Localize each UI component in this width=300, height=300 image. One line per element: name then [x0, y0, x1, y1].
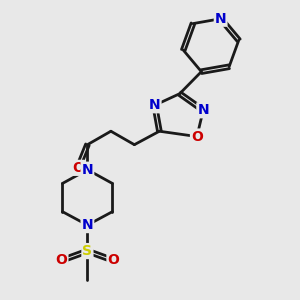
Text: O: O	[191, 130, 203, 143]
Text: N: N	[149, 98, 161, 112]
Text: N: N	[197, 103, 209, 117]
Text: N: N	[82, 218, 93, 232]
Text: S: S	[82, 244, 92, 258]
Text: O: O	[56, 254, 68, 267]
Text: N: N	[215, 12, 226, 26]
Text: O: O	[107, 254, 119, 267]
Text: O: O	[72, 161, 84, 175]
Text: N: N	[82, 163, 93, 177]
